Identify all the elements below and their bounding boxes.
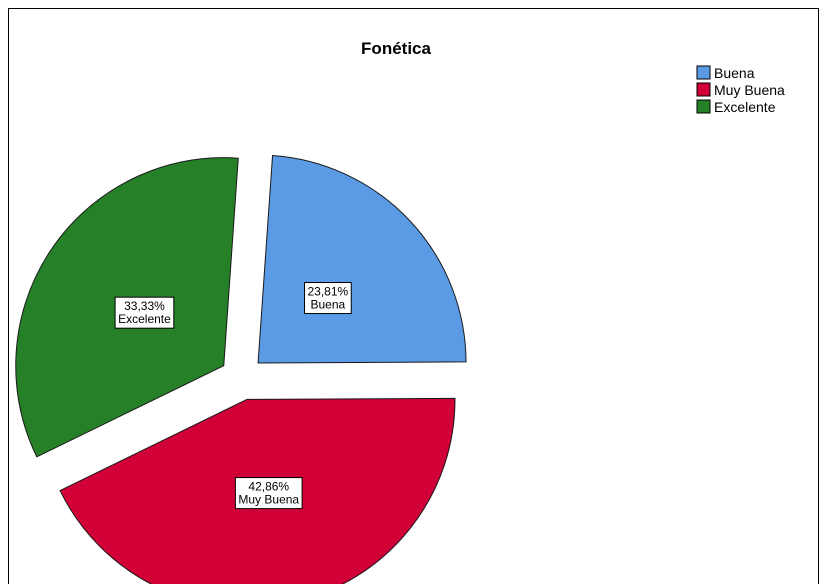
slice-label-box [304, 282, 352, 315]
slice-label-excelente: 33,33%Excelente [114, 296, 175, 329]
slice-category-label: Excelente [118, 312, 171, 326]
legend-item-buena: Buena [696, 65, 755, 81]
slices-layer [15, 154, 467, 584]
legend-label: Excelente [714, 99, 776, 115]
legend-label: Buena [714, 65, 755, 81]
slice-label-box [114, 296, 175, 329]
slice-percent-label: 42,86% [248, 480, 289, 494]
legend-item-excelente: Excelente [696, 99, 776, 115]
legend-swatch [696, 82, 711, 97]
slice-label-box [234, 477, 303, 510]
legend-swatch [696, 65, 711, 80]
labels-layer: 23,81%Buena 42,86%Muy Buena 33,33%Excelent… [114, 282, 352, 510]
chart-title: Fonética [361, 39, 431, 58]
slice-label-buena: 23,81%Buena [304, 282, 352, 315]
slice-percent-label: 23,81% [308, 285, 349, 299]
slice-category-label: Muy Buena [238, 493, 299, 507]
slice-percent-label: 33,33% [124, 299, 165, 313]
pie-slice-buena [257, 154, 467, 364]
slice-category-label: Buena [311, 298, 346, 312]
legend-item-muy-buena: Muy Buena [696, 82, 785, 98]
legend-label: Muy Buena [714, 82, 785, 98]
slice-label-muy-buena: 42,86%Muy Buena [234, 477, 303, 510]
legend-swatch [696, 99, 711, 114]
